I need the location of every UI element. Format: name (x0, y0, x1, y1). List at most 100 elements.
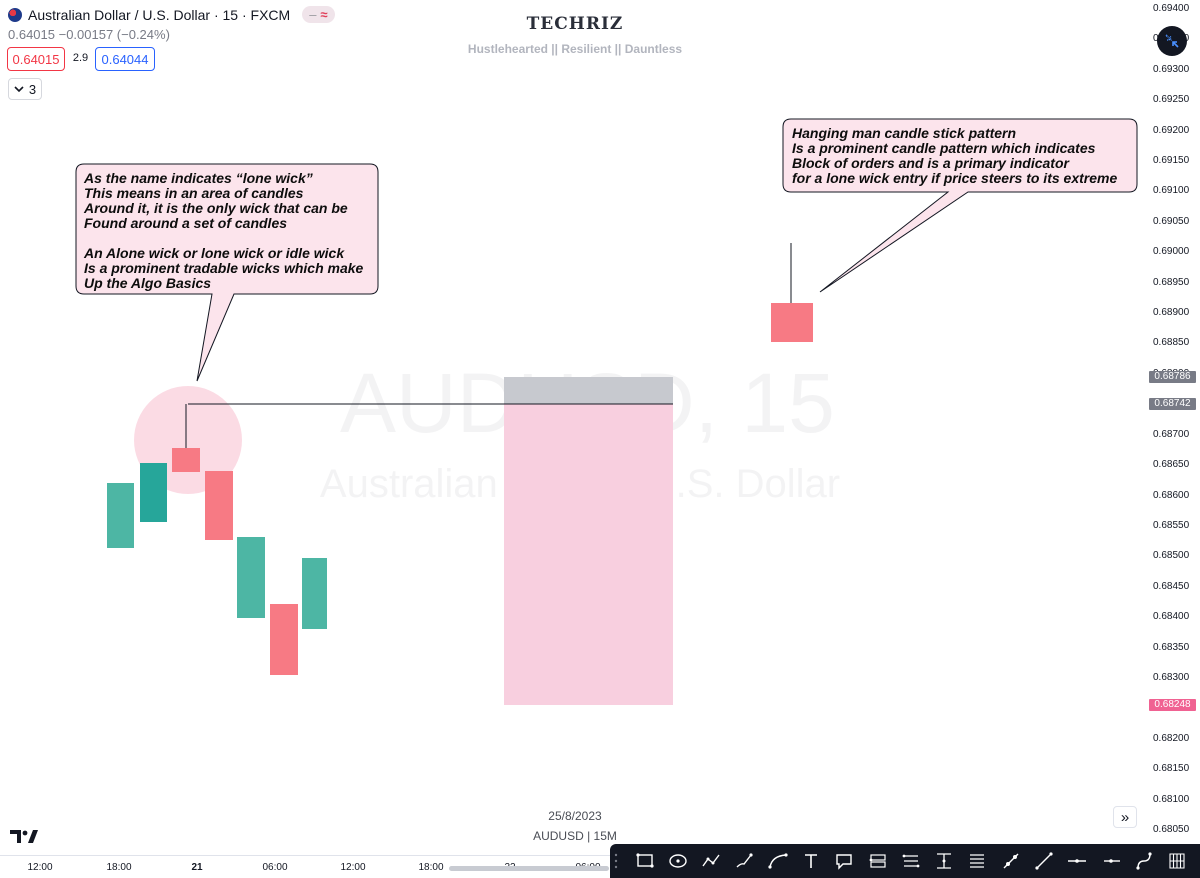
ray-tool-button[interactable] (997, 848, 1025, 874)
curve-icon (768, 853, 788, 869)
collapse-arrows-icon (1165, 34, 1179, 48)
candle (107, 483, 134, 548)
brush-tool-button[interactable] (730, 848, 758, 874)
chart-ticker: AUDUSD | 15M (533, 829, 617, 843)
ray-icon (1003, 853, 1019, 869)
note-tool-button[interactable] (830, 848, 858, 874)
collapse-button[interactable] (1157, 26, 1187, 56)
rectangle-icon (636, 853, 654, 868)
time-label: 18:00 (106, 862, 132, 873)
brush-icon (736, 853, 754, 868)
candle (237, 537, 265, 618)
market-mode-pill[interactable]: – ≈ (302, 6, 335, 23)
price-tick: 0.68450 (1153, 580, 1190, 592)
time-scroll-handle[interactable] (449, 866, 609, 871)
double-chevron-right-icon: » (1120, 808, 1130, 826)
indicator-count: 3 (28, 81, 37, 97)
ellipse-tool-button[interactable] (664, 848, 692, 874)
trendline-icon (1035, 852, 1053, 870)
price-tick: 0.68400 (1153, 611, 1190, 623)
chevron-down-icon (14, 85, 24, 92)
price-tick: 0.68950 (1153, 276, 1190, 288)
arc-tool-button[interactable] (1130, 848, 1158, 874)
time-label: 06:00 (262, 862, 288, 873)
text-tool-button[interactable] (797, 848, 825, 874)
channel-icon (970, 854, 985, 868)
wave-icon: ≈ (320, 7, 328, 22)
price-change: 0.64015 −0.00157 (−0.24%) (8, 27, 170, 42)
note-icon (836, 854, 853, 870)
candle (270, 604, 298, 675)
price-tick: 0.68050 (1153, 824, 1190, 835)
price-tick: 0.68300 (1153, 671, 1190, 683)
candle (140, 463, 167, 522)
time-label: 12:00 (340, 862, 366, 873)
price-tick: 0.69100 (1153, 185, 1190, 197)
position-tool-button[interactable] (864, 848, 892, 874)
candle (771, 303, 813, 342)
price-label-tag[interactable]: 0.68248 (1149, 699, 1196, 711)
price-scale[interactable]: 0.69400 0.69350 0.69300 0.69250 0.69200 0.691… (1145, 0, 1200, 855)
price-label-tag[interactable]: 0.68786 (1149, 371, 1196, 383)
tradingview-logo-icon[interactable] (10, 828, 40, 844)
text-icon (805, 854, 818, 868)
horizontal-ray-tool-button[interactable] (1097, 848, 1125, 874)
lone-wick-callout-bubble[interactable] (75, 163, 379, 382)
price-tick: 0.69200 (1153, 124, 1190, 136)
price-tick: 0.68350 (1153, 641, 1190, 653)
arc-icon (1136, 852, 1152, 870)
price-tick: 0.69250 (1153, 94, 1190, 106)
gray-zone[interactable] (504, 377, 673, 404)
price-tick: 0.68150 (1153, 763, 1190, 775)
price-tick: 0.68650 (1153, 459, 1190, 471)
hanging-man-callout-text: Hanging man candle stick pattern Is a pr… (792, 125, 1118, 186)
pitchfork-tool-button[interactable] (897, 848, 925, 874)
symbol-title[interactable]: Australian Dollar / U.S. Dollar · 15 · F… (28, 6, 291, 23)
brand-tagline: Hustlehearted || Resilient || Dauntless (467, 42, 683, 56)
indicators-toggle-button[interactable]: 3 (8, 78, 42, 100)
price-tick: 0.68850 (1153, 337, 1190, 349)
hanging-man-callout-bubble[interactable] (782, 118, 1138, 293)
price-label-tag[interactable]: 0.68742 (1149, 398, 1196, 410)
price-tick: 0.69300 (1153, 63, 1190, 75)
price-tick: 0.68900 (1153, 307, 1190, 319)
ellipse-icon (669, 854, 687, 868)
price-tick: 0.69350 (1153, 33, 1190, 45)
toolbar-grip-icon[interactable] (614, 853, 618, 869)
price-tick: 0.69000 (1153, 246, 1190, 258)
price-tick: 0.69150 (1153, 155, 1190, 167)
candle (205, 471, 233, 540)
curve-tool-button[interactable] (764, 848, 792, 874)
chart-canvas[interactable] (0, 0, 1145, 855)
path-tool-button[interactable] (697, 848, 725, 874)
buy-button[interactable]: 0.64044 (95, 47, 155, 71)
channel-tool-button[interactable] (963, 848, 991, 874)
horizontal-line-tool-button[interactable] (1063, 848, 1091, 874)
price-tick: 0.68550 (1153, 519, 1190, 531)
candle (302, 558, 327, 629)
grid-tool-button[interactable] (1163, 848, 1191, 874)
time-label: 12:00 (27, 862, 53, 873)
grid-icon (1169, 853, 1185, 869)
sell-button[interactable]: 0.64015 (7, 47, 65, 71)
symbol-header[interactable]: Australian Dollar / U.S. Dollar · 15 · F… (8, 6, 335, 23)
price-tick: 0.68600 (1153, 489, 1190, 501)
price-tick: 0.68200 (1153, 732, 1190, 744)
scroll-to-realtime-button[interactable]: » (1113, 806, 1137, 828)
drawing-toolbar (610, 844, 1200, 878)
brand-title: TECHRIZ (526, 14, 624, 34)
spread-value: 2.9 (72, 52, 89, 64)
pink-zone[interactable] (504, 404, 673, 705)
price-tick: 0.68500 (1153, 550, 1190, 562)
path-icon (702, 854, 720, 867)
rectangle-tool-button[interactable] (631, 848, 659, 874)
chart-date: 25/8/2023 (548, 809, 602, 823)
dash-icon: – (309, 7, 317, 22)
trendline-tool-button[interactable] (1030, 848, 1058, 874)
candle (172, 448, 200, 472)
fib-tool-button[interactable] (930, 848, 958, 874)
time-label: 18:00 (418, 862, 444, 873)
lone-wick-callout-text: As the name indicates “lone wick” This m… (84, 170, 364, 291)
currency-flag-icon (8, 7, 22, 22)
price-tick: 0.68700 (1153, 428, 1190, 440)
